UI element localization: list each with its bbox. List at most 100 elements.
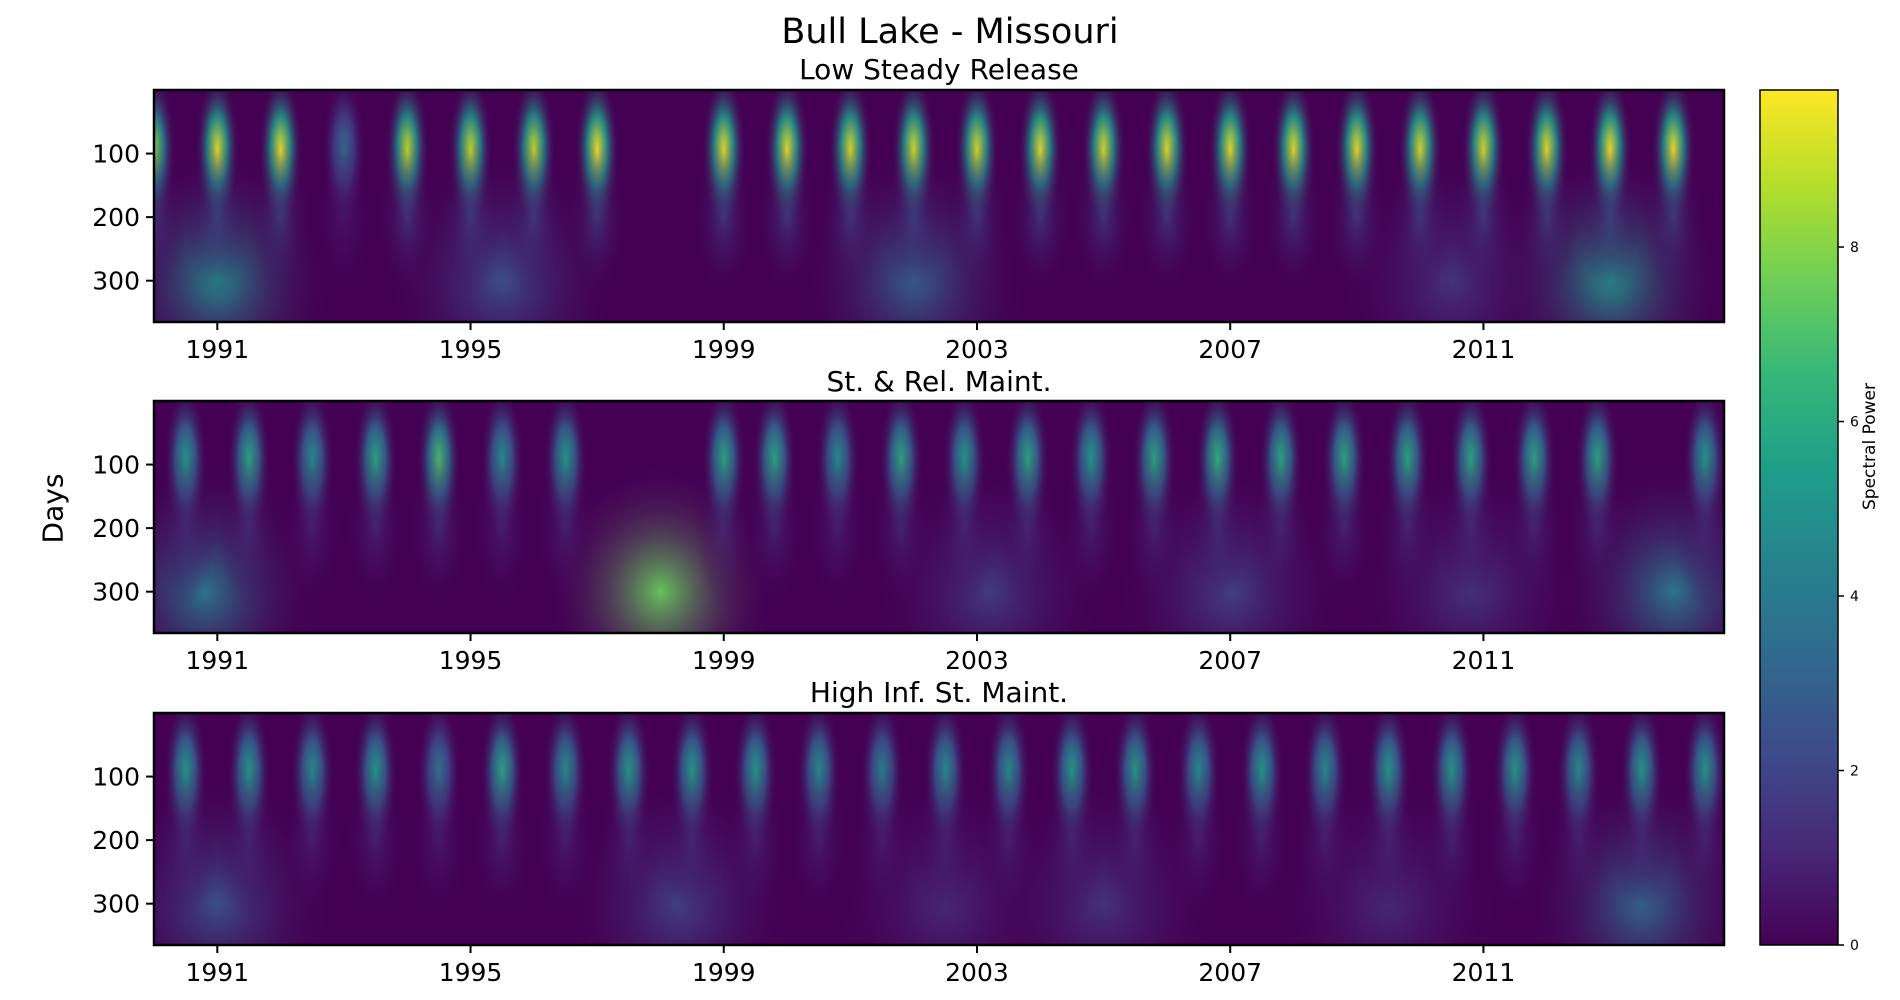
spectral-tail bbox=[820, 137, 881, 298]
panel-3-title: High Inf. St. Maint. bbox=[809, 676, 1069, 709]
x-tick-label: 2003 bbox=[945, 646, 1009, 675]
spectral-tail bbox=[408, 448, 469, 609]
spectral-tail bbox=[1326, 137, 1387, 298]
spectral-tail bbox=[1168, 760, 1229, 921]
spectral-tail bbox=[1580, 137, 1641, 298]
spectral-tail bbox=[1440, 448, 1501, 609]
y-tick-label: 200 bbox=[92, 203, 140, 232]
spectral-tail bbox=[535, 760, 596, 921]
x-tick-label: 2007 bbox=[1198, 646, 1262, 675]
y-tick-label: 100 bbox=[92, 451, 140, 480]
spectral-tail bbox=[852, 760, 913, 921]
spectral-tail bbox=[883, 137, 944, 298]
y-tick-label: 300 bbox=[92, 267, 140, 296]
x-tick-label: 2003 bbox=[945, 335, 1009, 364]
spectral-tail bbox=[1548, 760, 1609, 921]
spectral-tail bbox=[472, 760, 533, 921]
spectral-tail bbox=[154, 137, 184, 298]
y-tick-label: 200 bbox=[92, 826, 140, 855]
spectral-tail bbox=[1358, 760, 1419, 921]
colorbar-tick-label: 6 bbox=[1850, 415, 1859, 431]
spectral-tail bbox=[1567, 448, 1628, 609]
spectral-tail bbox=[1516, 137, 1577, 298]
spectral-tail bbox=[155, 760, 216, 921]
panel-frame bbox=[152, 399, 1726, 635]
spectral-tail bbox=[744, 448, 805, 609]
spectral-tail bbox=[1200, 137, 1261, 298]
spectral-tail bbox=[946, 137, 1007, 298]
y-tick-label: 200 bbox=[92, 514, 140, 543]
spectral-tail bbox=[1231, 760, 1292, 921]
spectral-tail bbox=[1314, 448, 1375, 609]
spectral-tail bbox=[1643, 137, 1704, 298]
spectral-tail bbox=[472, 448, 533, 609]
spectral-tail bbox=[218, 760, 279, 921]
x-tick-label: 2007 bbox=[1198, 335, 1262, 364]
spectral-tail bbox=[757, 137, 818, 298]
heatmap-panel-2 bbox=[154, 401, 1724, 633]
spectral-tail bbox=[1073, 137, 1134, 298]
panel-2-title: St. & Rel. Maint. bbox=[826, 365, 1052, 398]
spectral-tail bbox=[1187, 448, 1248, 609]
spectral-tail bbox=[871, 448, 932, 609]
spectral-tail bbox=[1136, 137, 1197, 298]
spectral-tail bbox=[807, 448, 868, 609]
colorbar-tick-label: 4 bbox=[1850, 589, 1859, 605]
spectral-tail bbox=[282, 760, 343, 921]
spectral-tail bbox=[1377, 448, 1438, 609]
spectral-tail bbox=[978, 760, 1039, 921]
x-tick-label: 2011 bbox=[1452, 335, 1516, 364]
spectral-tail bbox=[1041, 760, 1102, 921]
x-tick-label: 1995 bbox=[439, 646, 503, 675]
spectral-tail bbox=[155, 448, 216, 609]
spectral-tail bbox=[1250, 448, 1311, 609]
colorbar-tick-label: 0 bbox=[1850, 938, 1859, 954]
spectral-tail bbox=[218, 448, 279, 609]
spectral-tail bbox=[1421, 760, 1482, 921]
figure-title: Bull Lake - Missouri bbox=[781, 12, 1119, 52]
spectral-tail bbox=[997, 448, 1058, 609]
x-tick-label: 2003 bbox=[945, 958, 1009, 987]
spectral-tail bbox=[1263, 137, 1324, 298]
spectral-tail bbox=[377, 137, 438, 298]
panel-frame bbox=[152, 88, 1726, 324]
y-tick-label: 100 bbox=[92, 140, 140, 169]
panel-frame bbox=[152, 711, 1726, 947]
spectral-tail bbox=[1124, 448, 1185, 609]
spectral-tail bbox=[313, 137, 374, 298]
spectral-tail bbox=[788, 760, 849, 921]
spectral-tail bbox=[440, 137, 501, 298]
x-tick-label: 1999 bbox=[692, 646, 756, 675]
heatmap-panel-3 bbox=[154, 713, 1724, 945]
x-tick-label: 1991 bbox=[185, 958, 249, 987]
panel-1-title: Low Steady Release bbox=[799, 53, 1079, 86]
spectral-tail bbox=[1504, 448, 1565, 609]
spectral-tail bbox=[345, 448, 406, 609]
spectral-tail bbox=[598, 760, 659, 921]
spectral-tail bbox=[535, 448, 596, 609]
spectral-tail bbox=[1611, 760, 1672, 921]
colorbar-label: Spectral Power bbox=[1860, 383, 1880, 510]
x-tick-label: 1991 bbox=[185, 646, 249, 675]
colorbar-tick-label: 8 bbox=[1850, 240, 1859, 256]
x-tick-label: 1991 bbox=[185, 335, 249, 364]
spectral-tail bbox=[1675, 760, 1724, 921]
x-tick-label: 2007 bbox=[1198, 958, 1262, 987]
spectral-tail bbox=[1390, 137, 1451, 298]
colorbar bbox=[1759, 89, 1839, 946]
y-tick-label: 100 bbox=[92, 763, 140, 792]
x-tick-label: 1995 bbox=[439, 335, 503, 364]
spectral-tail bbox=[725, 760, 786, 921]
spectral-tail bbox=[1453, 137, 1514, 298]
x-tick-label: 1999 bbox=[692, 958, 756, 987]
spectral-tail bbox=[1060, 448, 1121, 609]
spectral-tail bbox=[915, 760, 976, 921]
spectral-tail bbox=[662, 760, 723, 921]
spectral-tail bbox=[934, 448, 995, 609]
spectral-tail bbox=[187, 137, 248, 298]
x-tick-label: 2011 bbox=[1452, 646, 1516, 675]
spectral-tail bbox=[408, 760, 469, 921]
spectral-tail bbox=[1010, 137, 1071, 298]
spectral-tail bbox=[567, 137, 628, 298]
